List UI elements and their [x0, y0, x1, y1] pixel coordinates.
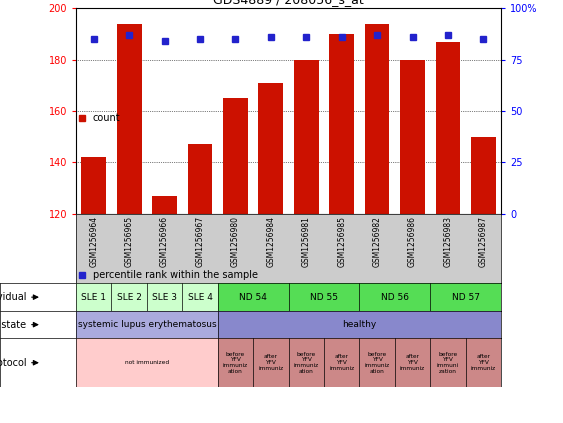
- Text: systemic lupus erythematosus: systemic lupus erythematosus: [78, 320, 216, 329]
- Text: after
YFV
immuniz: after YFV immuniz: [258, 354, 283, 371]
- Text: GSM1256980: GSM1256980: [231, 216, 240, 267]
- Text: GSM1256984: GSM1256984: [266, 216, 275, 267]
- Text: GSM1256987: GSM1256987: [479, 216, 488, 267]
- Bar: [258, 83, 283, 214]
- Text: GSM1256966: GSM1256966: [160, 216, 169, 267]
- Text: SLE 1: SLE 1: [81, 293, 106, 302]
- Bar: [187, 144, 212, 214]
- Text: ND 54: ND 54: [239, 293, 267, 302]
- Text: before
YFV
immuniz
ation: before YFV immuniz ation: [223, 352, 248, 374]
- Bar: [436, 42, 461, 214]
- Bar: [400, 60, 425, 214]
- Bar: [294, 60, 319, 214]
- Text: ND 57: ND 57: [452, 293, 480, 302]
- Bar: [365, 24, 390, 214]
- Text: ND 55: ND 55: [310, 293, 338, 302]
- Text: GSM1256985: GSM1256985: [337, 216, 346, 267]
- Text: before
YFV
immuni
zation: before YFV immuni zation: [437, 352, 459, 374]
- Text: GSM1256965: GSM1256965: [124, 216, 133, 267]
- Text: ND 56: ND 56: [381, 293, 409, 302]
- Text: before
YFV
immuniz
ation: before YFV immuniz ation: [364, 352, 390, 374]
- Text: GSM1256964: GSM1256964: [89, 216, 98, 267]
- Text: after
YFV
immuniz: after YFV immuniz: [400, 354, 425, 371]
- Bar: [223, 98, 248, 214]
- Bar: [152, 196, 177, 214]
- Bar: [471, 137, 496, 214]
- Title: GDS4889 / 208056_s_at: GDS4889 / 208056_s_at: [213, 0, 364, 6]
- Text: SLE 4: SLE 4: [187, 293, 212, 302]
- Bar: [117, 24, 141, 214]
- Text: SLE 3: SLE 3: [152, 293, 177, 302]
- Text: protocol: protocol: [0, 358, 26, 368]
- Text: SLE 2: SLE 2: [117, 293, 141, 302]
- Text: percentile rank within the sample: percentile rank within the sample: [93, 270, 258, 280]
- Text: disease state: disease state: [0, 320, 26, 330]
- Text: healthy: healthy: [342, 320, 377, 329]
- Text: GSM1256986: GSM1256986: [408, 216, 417, 267]
- Text: before
YFV
immuniz
ation: before YFV immuniz ation: [294, 352, 319, 374]
- Bar: [329, 34, 354, 214]
- Bar: [81, 157, 106, 214]
- Text: GSM1256983: GSM1256983: [444, 216, 453, 267]
- Text: GSM1256967: GSM1256967: [195, 216, 204, 267]
- Text: not immunized: not immunized: [125, 360, 169, 365]
- Text: GSM1256982: GSM1256982: [373, 216, 382, 266]
- Text: count: count: [93, 113, 120, 124]
- Text: GSM1256981: GSM1256981: [302, 216, 311, 266]
- Text: after
YFV
immuniz: after YFV immuniz: [471, 354, 496, 371]
- Text: after
YFV
immuniz: after YFV immuniz: [329, 354, 354, 371]
- Text: individual: individual: [0, 292, 26, 302]
